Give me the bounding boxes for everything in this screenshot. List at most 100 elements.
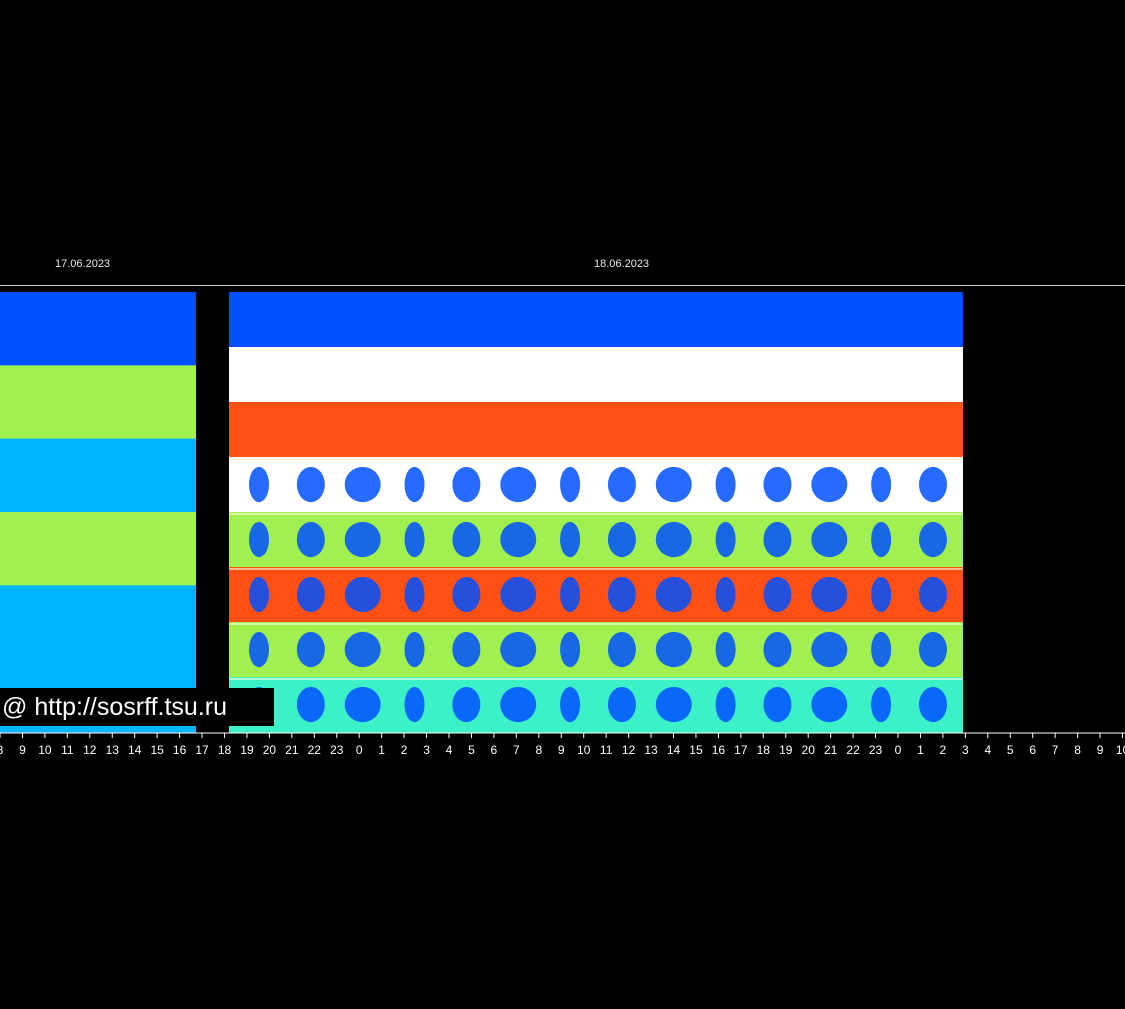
- hour-tick-label: 4: [984, 743, 991, 757]
- spectral-blob: [452, 631, 481, 668]
- spectral-blob: [715, 576, 736, 613]
- spectral-blob: [763, 521, 792, 558]
- intensity-band: [229, 567, 963, 623]
- hour-tick-label: 11: [61, 743, 74, 757]
- spectral-blob: [296, 466, 325, 503]
- hour-tick-label: 8: [535, 743, 542, 757]
- spectral-blob: [249, 521, 269, 558]
- spectral-blob: [344, 686, 381, 723]
- spectral-blob: [344, 521, 381, 558]
- hour-tick-label: 18: [218, 743, 232, 757]
- hour-tick-label: 2: [940, 743, 947, 757]
- spectral-blob: [560, 466, 581, 503]
- spectral-blob: [763, 686, 792, 723]
- spectral-blob: [871, 576, 892, 613]
- hour-tick-label: 2: [401, 743, 408, 757]
- spectral-blob: [500, 466, 537, 503]
- hour-tick-label: 23: [330, 743, 344, 757]
- spectral-blob: [919, 631, 947, 668]
- intensity-band: [0, 585, 196, 660]
- spectral-blob: [715, 521, 736, 558]
- hour-tick-label: 14: [128, 743, 142, 757]
- spectral-blob: [500, 631, 537, 668]
- spectral-blob: [500, 576, 537, 613]
- spectral-blob: [404, 576, 425, 613]
- spectral-blob: [811, 576, 848, 613]
- hour-tick-label: 20: [263, 743, 277, 757]
- hour-tick-label: 7: [513, 743, 520, 757]
- hour-tick-label: 12: [83, 743, 97, 757]
- spectral-blob: [655, 576, 692, 613]
- spectral-blob: [919, 576, 947, 613]
- spectral-blob: [811, 521, 848, 558]
- hour-tick-label: 17: [195, 743, 209, 757]
- spectral-blob: [296, 576, 325, 613]
- spectral-blob: [344, 576, 381, 613]
- spectral-blob: [344, 466, 381, 503]
- hour-tick-label: 10: [1116, 743, 1125, 757]
- spectral-blob: [763, 631, 792, 668]
- spectral-blob: [811, 631, 848, 668]
- spectral-blob: [811, 466, 848, 503]
- spectral-blob: [607, 631, 636, 668]
- spectral-blob: [871, 686, 892, 723]
- spectral-blob: [811, 686, 848, 723]
- spectral-blob: [871, 521, 892, 558]
- hour-tick-label: 13: [644, 743, 658, 757]
- spectral-blob: [715, 466, 736, 503]
- hour-axis: 8910111213141516171819202122230123456789…: [0, 732, 1125, 757]
- spectral-blob: [560, 521, 581, 558]
- intensity-band: [0, 438, 196, 513]
- hour-tick-label: 9: [1097, 743, 1104, 757]
- spectral-blob: [560, 576, 581, 613]
- spectral-blob: [763, 576, 792, 613]
- spectral-blob: [560, 686, 581, 723]
- spectral-blob: [296, 686, 325, 723]
- spectral-blob: [404, 686, 425, 723]
- intensity-band: [229, 402, 963, 458]
- hour-tick-label: 0: [895, 743, 902, 757]
- hour-tick-label: 8: [0, 743, 4, 757]
- hour-tick-label: 8: [1074, 743, 1081, 757]
- spectral-blob: [500, 686, 537, 723]
- hour-tick-label: 23: [869, 743, 883, 757]
- spectral-blob: [249, 631, 269, 668]
- spectrogram-segment-1: [0, 292, 196, 733]
- hour-tick-label: 19: [779, 743, 793, 757]
- hour-tick-label: 3: [423, 743, 430, 757]
- spectral-blob: [344, 631, 381, 668]
- spectral-blob: [607, 686, 636, 723]
- spectrogram-segment-2: [229, 292, 963, 733]
- spectral-blob: [452, 521, 481, 558]
- date-label-start: 17.06.2023: [55, 258, 111, 270]
- intensity-band: [229, 457, 963, 513]
- spectral-blob: [655, 631, 692, 668]
- spectral-blob: [452, 466, 481, 503]
- spectral-blob: [607, 466, 636, 503]
- spectral-blob: [919, 686, 947, 723]
- intensity-band: [0, 365, 196, 440]
- date-label-end: 18.06.2023: [594, 258, 650, 270]
- hour-tick-label: 1: [917, 743, 924, 757]
- intensity-band: [229, 622, 963, 678]
- intensity-band: [229, 292, 963, 348]
- hour-tick-label: 15: [150, 743, 164, 757]
- hour-tick-label: 22: [308, 743, 322, 757]
- hour-tick-label: 11: [600, 743, 613, 757]
- hour-tick-label: 5: [1007, 743, 1014, 757]
- spectral-blob: [404, 521, 425, 558]
- hour-tick-label: 15: [689, 743, 703, 757]
- intensity-band: [229, 512, 963, 568]
- hour-tick-label: 18: [757, 743, 771, 757]
- hour-tick-label: 4: [446, 743, 453, 757]
- top-rule: [0, 285, 1125, 286]
- spectral-blob: [296, 521, 325, 558]
- source-watermark: @ http://sosrff.tsu.ru: [0, 688, 274, 726]
- intensity-band: [0, 292, 196, 366]
- spectral-blob: [500, 521, 537, 558]
- spectral-blob: [715, 631, 736, 668]
- spectral-blob: [404, 631, 425, 668]
- spectral-blob: [655, 466, 692, 503]
- hour-tick-label: 16: [173, 743, 187, 757]
